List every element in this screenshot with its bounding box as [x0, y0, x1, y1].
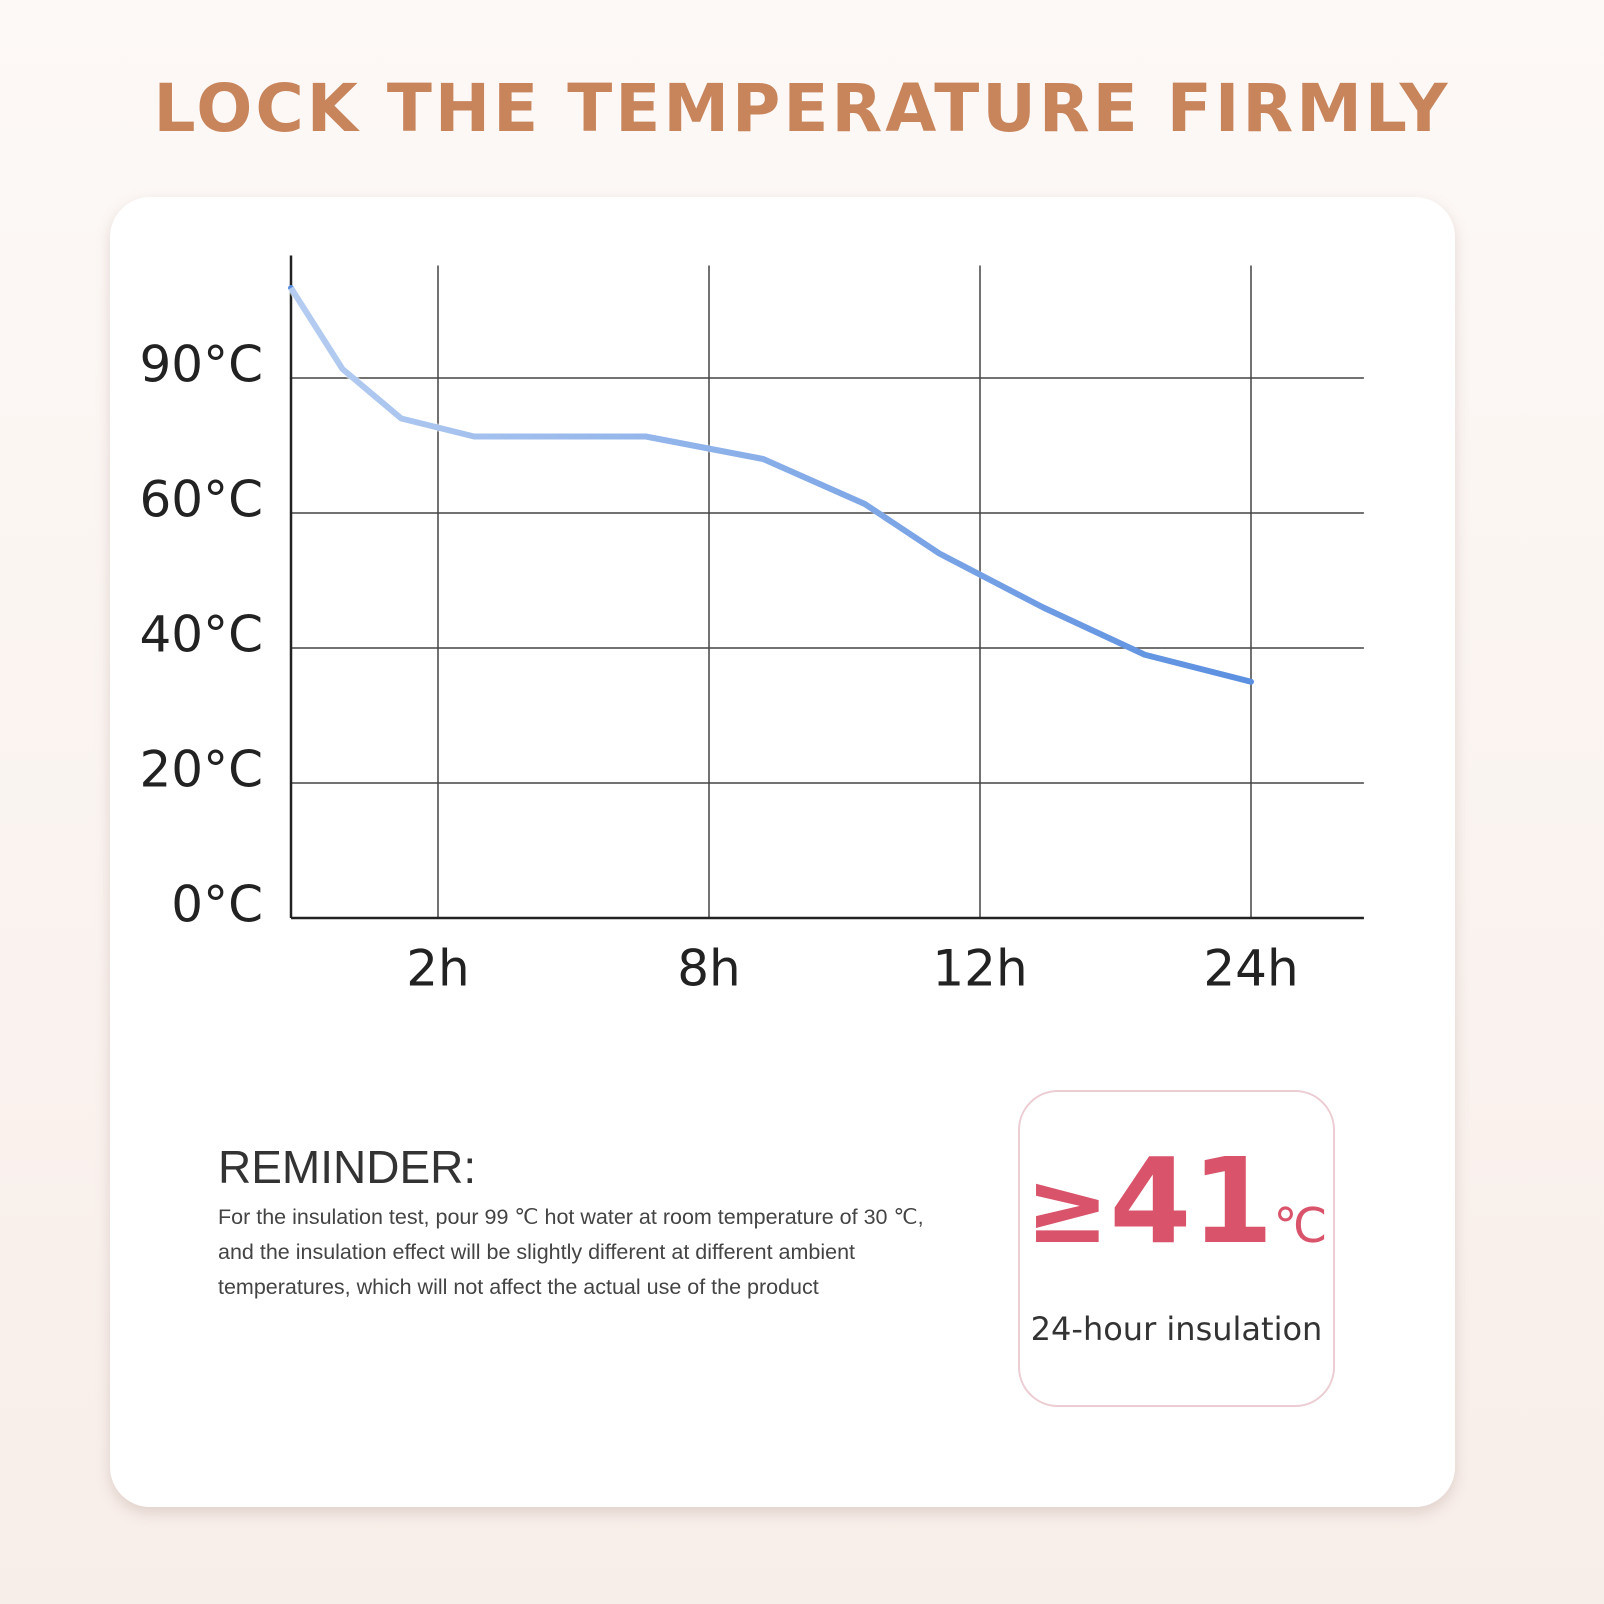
y-tick-label: 0°C: [171, 876, 263, 934]
reminder-heading: REMINDER:: [218, 1141, 477, 1193]
title: LOCK THE TEMPERATURE FIRMLY: [153, 70, 1451, 147]
y-tick-label: 60°C: [139, 471, 263, 529]
badge-number: ≥41℃: [1020, 1132, 1333, 1270]
y-tick-label: 40°C: [139, 606, 263, 664]
reminder: REMINDER: For the insulation test, pour …: [218, 1140, 938, 1305]
y-tick-label: 20°C: [139, 741, 263, 799]
badge-caption: 24-hour insulation: [1030, 1310, 1323, 1348]
x-tick-label: 8h: [677, 940, 741, 998]
badge-symbol: ≥: [1025, 1149, 1110, 1266]
reminder-body: For the insulation test, pour 99 ℃ hot w…: [218, 1205, 924, 1299]
y-tick-label: 90°C: [139, 336, 263, 394]
x-tick-label: 24h: [1203, 940, 1298, 998]
badge-value: 41: [1109, 1132, 1274, 1270]
badge-unit: ℃: [1273, 1198, 1328, 1254]
x-tick-label: 12h: [932, 940, 1027, 998]
badge: ≥41℃ 24-hour insulation: [1018, 1090, 1335, 1407]
line-fade: [287, 285, 1252, 686]
x-tick-label: 2h: [406, 940, 470, 998]
temperature-line: [288, 285, 1254, 685]
